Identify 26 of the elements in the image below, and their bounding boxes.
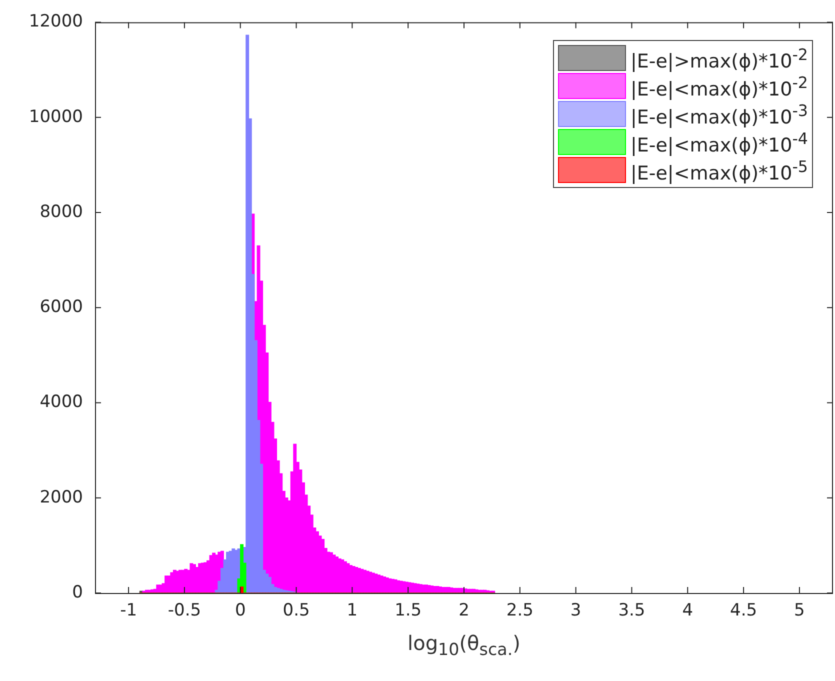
legend-label: |E-e|>max(ϕ)*10$^{-2}$	[630, 44, 808, 72]
x-tick-label: 4.5	[730, 600, 758, 621]
x-tick-label: -1	[120, 600, 138, 621]
x-tick-label: 5	[794, 600, 805, 621]
y-tick-label: 12000	[28, 12, 83, 32]
x-tick-label: 0	[234, 600, 246, 621]
y-tick-label: 6000	[40, 297, 83, 318]
legend-label: |E-e|<max(ϕ)*10$^{-5}$	[630, 156, 808, 184]
x-axis-title: log$_{10}$(θ$_{sca.}$)	[408, 631, 520, 659]
x-tick-label: 1	[346, 600, 358, 621]
y-tick-label: 0	[72, 582, 83, 602]
x-tick-label: 3.5	[618, 600, 646, 621]
legend-label: |E-e|<max(ϕ)*10$^{-2}$	[630, 72, 808, 100]
x-tick-label: -0.5	[168, 600, 202, 621]
y-tick-label: 10000	[28, 106, 83, 127]
y-tick-label: 4000	[40, 392, 83, 412]
x-tick-label: 4	[682, 600, 694, 621]
x-tick-label: 3	[570, 600, 582, 621]
x-tick-label: 0.5	[282, 600, 310, 621]
x-tick-label: 2.5	[506, 600, 534, 621]
x-tick-label: 1.5	[394, 600, 422, 621]
x-tick-label: 2	[458, 600, 470, 621]
y-tick-label: 2000	[40, 487, 83, 508]
legend-label: |E-e|<max(ϕ)*10$^{-3}$	[630, 100, 808, 128]
y-tick-label: 8000	[40, 202, 83, 222]
legend-label: |E-e|<max(ϕ)*10$^{-4}$	[630, 128, 808, 156]
